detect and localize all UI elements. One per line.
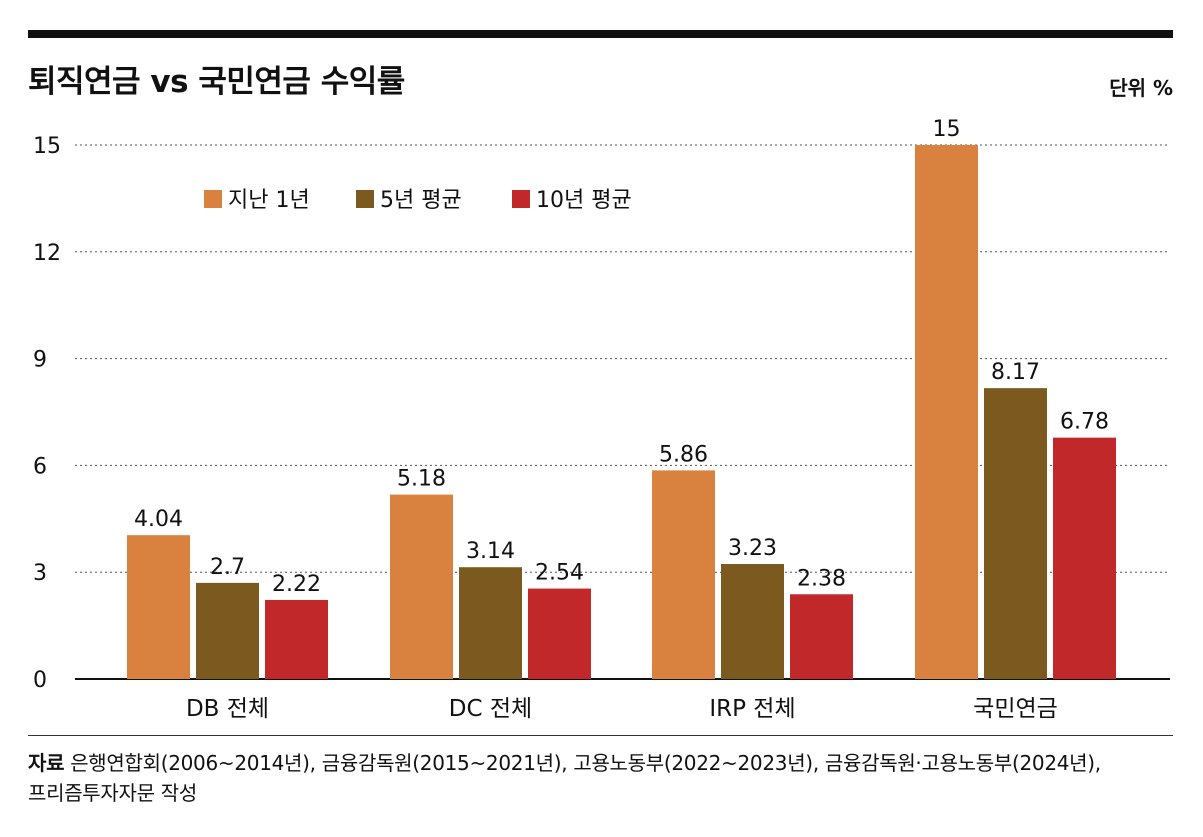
bottom-rule	[28, 735, 1173, 736]
data-label: 8.17	[991, 360, 1040, 385]
bar	[265, 599, 328, 679]
x-category-label: DB 전체	[186, 696, 269, 722]
x-category-label: IRP 전체	[709, 696, 795, 722]
bar	[127, 535, 190, 679]
bar	[196, 582, 259, 679]
data-label: 5.18	[397, 467, 446, 492]
source-label: 자료	[28, 751, 65, 775]
bar	[915, 145, 978, 679]
data-label: 4.04	[134, 507, 183, 532]
bar	[652, 470, 715, 679]
unit-label: 단위 %	[1109, 76, 1173, 100]
chart-title: 퇴직연금 vs 국민연금 수익률	[28, 64, 405, 100]
x-category-label: 국민연금	[973, 696, 1058, 722]
source-note: 자료 은행연합회(2006~2014년), 금융감독원(2015~2021년), …	[28, 748, 1178, 808]
source-line-2: 프리즘투자자문 작성	[28, 781, 197, 805]
legend-label: 10년 평균	[536, 188, 632, 213]
data-label: 2.38	[797, 566, 846, 591]
bar	[790, 594, 853, 679]
y-tick-label: 6	[33, 454, 47, 479]
data-label: 15	[933, 117, 961, 142]
legend-label: 5년 평균	[380, 188, 462, 213]
y-tick-label: 12	[33, 241, 61, 266]
bar	[459, 567, 522, 679]
y-tick-label: 9	[33, 348, 47, 373]
bar	[1053, 437, 1116, 679]
top-rule	[28, 30, 1173, 38]
legend-label: 지난 1년	[228, 188, 310, 213]
data-label: 2.54	[535, 561, 584, 586]
bar	[528, 588, 591, 679]
x-category-label: DC 전체	[449, 696, 532, 722]
bar	[721, 564, 784, 679]
data-label: 3.23	[728, 536, 777, 561]
legend-swatch	[356, 190, 374, 208]
y-tick-label: 0	[33, 668, 47, 693]
source-line-1: 은행연합회(2006~2014년), 금융감독원(2015~2021년), 고용…	[70, 751, 1101, 775]
data-label: 3.14	[466, 539, 515, 564]
legend-swatch	[204, 190, 222, 208]
y-tick-label: 15	[33, 134, 61, 159]
data-label: 2.7	[210, 555, 245, 580]
legend-swatch	[512, 190, 530, 208]
data-label: 6.78	[1060, 410, 1109, 435]
y-tick-label: 3	[33, 561, 47, 586]
data-label: 2.22	[272, 572, 321, 597]
data-label: 5.86	[659, 442, 708, 467]
bar	[390, 494, 453, 679]
bar	[984, 388, 1047, 679]
